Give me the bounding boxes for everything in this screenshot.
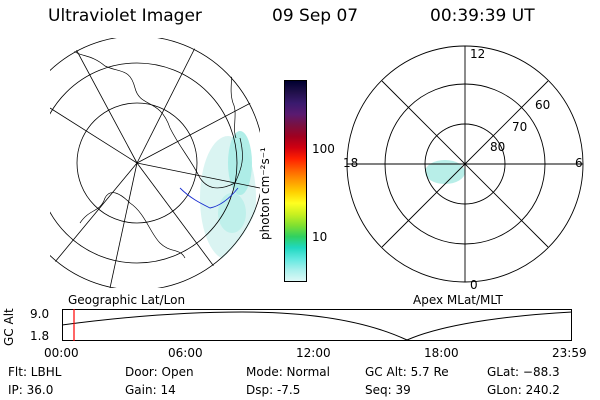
time-tick-0000: 00:00 [44, 346, 79, 360]
colorbar-tick-10: 10 [312, 230, 328, 244]
glon-value: GLon: 240.2 [487, 383, 560, 397]
mlt-polar-map [346, 45, 584, 283]
geographic-map [50, 38, 260, 288]
colorbar-unit-label: photon cm⁻²s⁻¹ [258, 147, 272, 240]
seq-value: Seq: 39 [365, 383, 411, 397]
aurora-emission-mlt [425, 160, 465, 184]
alt-axis-label: GC Alt [2, 308, 16, 346]
time-tick-1800: 18:00 [424, 346, 459, 360]
gc-alt-value: GC Alt: 5.7 Re [365, 365, 449, 379]
instrument-title: Ultraviolet Imager [48, 6, 202, 26]
time-tick-2359: 23:59 [552, 346, 587, 360]
altitude-curve [62, 311, 572, 341]
alt-tick-high: 9.0 [30, 307, 50, 321]
alt-tick-low: 1.8 [30, 329, 50, 343]
time-tick-0600: 06:00 [168, 346, 203, 360]
mlat-label-70: 70 [512, 120, 528, 134]
gain-value: Gain: 14 [125, 383, 176, 397]
mlat-label-60: 60 [535, 98, 551, 112]
right-map-label: Apex MLat/MLT [413, 293, 503, 307]
mlt-label-12: 12 [470, 47, 486, 61]
colorbar [284, 80, 307, 282]
ip-value: IP: 36.0 [8, 383, 54, 397]
time-tick-1200: 12:00 [296, 346, 331, 360]
mode-value: Mode: Normal [246, 365, 330, 379]
mlat-label-80: 80 [490, 140, 506, 154]
altitude-plot [62, 309, 572, 341]
dsp-value: Dsp: -7.5 [246, 383, 301, 397]
aurora-emission [200, 131, 256, 260]
date-label: 09 Sep 07 [272, 6, 359, 26]
time-label: 00:39:39 UT [430, 6, 535, 26]
door-value: Door: Open [125, 365, 194, 379]
mlt-label-18: 18 [343, 156, 359, 170]
mlt-label-6: 6 [575, 156, 583, 170]
filter-value: Flt: LBHL [8, 365, 62, 379]
left-map-label: Geographic Lat/Lon [68, 293, 186, 307]
mlt-label-0: 0 [470, 278, 478, 292]
colorbar-tick-100: 100 [312, 142, 335, 156]
glat-value: GLat: −88.3 [487, 365, 560, 379]
